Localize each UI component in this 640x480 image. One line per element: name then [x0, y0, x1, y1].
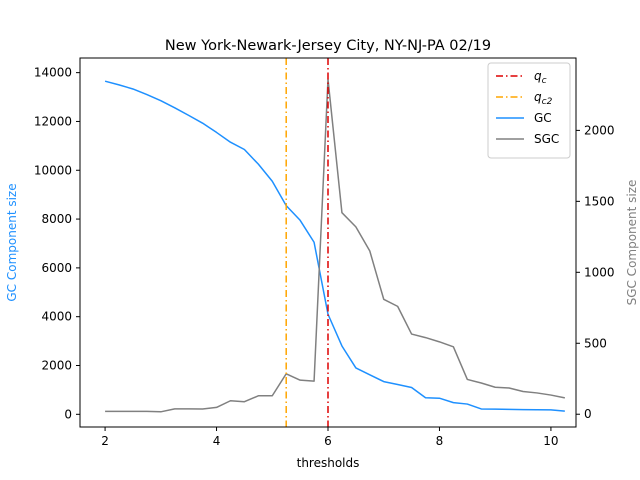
y-left-tick-label: 10000 — [34, 163, 72, 177]
y-axis-right-label: SGC Component size — [625, 180, 639, 306]
y-right-tick-label: 2000 — [584, 123, 615, 137]
y-left-tick-label: 4000 — [41, 310, 72, 324]
x-axis-label: thresholds — [297, 456, 360, 470]
x-tick-label: 6 — [324, 434, 332, 448]
legend-label-qc: qc — [534, 69, 547, 86]
legend-label-qc2: qc2 — [534, 90, 553, 107]
series-line-gc — [104, 80, 565, 412]
legend-label-gc: GC — [534, 111, 552, 125]
legend: qc qc2 GC SGC — [487, 62, 571, 159]
x-tick-label: 4 — [213, 434, 221, 448]
y-left-tick-label: 8000 — [41, 212, 72, 226]
series-line-sgc — [105, 78, 565, 413]
legend-box — [487, 62, 571, 159]
y-left-tick-label: 0 — [64, 407, 72, 421]
series-lines — [104, 58, 565, 427]
y-axis-left-label: GC Component size — [5, 183, 19, 301]
y-axis-right: 0 500 1000 1500 2000 — [576, 123, 615, 421]
y-left-tick-label: 14000 — [34, 66, 72, 80]
x-tick-label: 10 — [543, 434, 558, 448]
y-right-tick-label: 1500 — [584, 194, 615, 208]
chart-title: New York-Newark-Jersey City, NY-NJ-PA 02… — [165, 38, 491, 54]
x-tick-label: 8 — [436, 434, 444, 448]
y-axis-left: 0 2000 4000 6000 8000 10000 12000 14000 — [34, 66, 80, 421]
y-right-tick-label: 0 — [584, 407, 592, 421]
y-left-tick-label: 6000 — [41, 261, 72, 275]
x-tick-label: 2 — [101, 434, 109, 448]
y-left-tick-label: 12000 — [34, 114, 72, 128]
x-axis: 2 4 6 8 10 — [101, 427, 559, 448]
legend-label-sgc: SGC — [534, 132, 559, 146]
y-right-tick-label: 500 — [584, 336, 607, 350]
y-left-tick-label: 2000 — [41, 359, 72, 373]
y-right-tick-label: 1000 — [584, 265, 615, 279]
